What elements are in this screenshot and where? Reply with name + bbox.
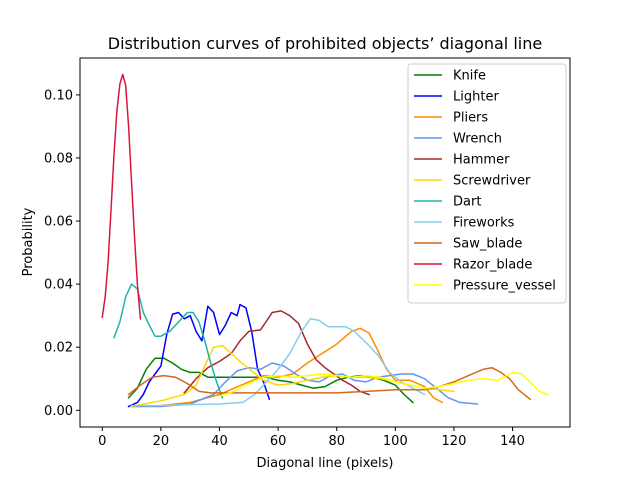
series-line-saw-blade: [127, 366, 532, 401]
y-tick-label: 0.00: [44, 404, 73, 419]
x-axis: 0 20 40 60 80 100 120 140: [98, 427, 525, 449]
legend-label-hammer: Hammer: [453, 153, 510, 168]
x-tick-label: 40: [211, 434, 228, 449]
legend-label-wrench: Wrench: [453, 132, 502, 147]
legend-label-dart: Dart: [453, 195, 481, 210]
series-line-dart: [113, 283, 224, 399]
legend: Knife Lighter Pliers Wrench Hammer Screwdrive…: [407, 63, 567, 304]
y-tick-label: 0.10: [44, 88, 73, 103]
y-tick-label: 0.06: [44, 215, 73, 230]
y-axis: 0.00 0.02 0.04 0.06 0.08 0.10: [44, 88, 80, 419]
legend-label-pliers: Pliers: [453, 111, 488, 126]
y-tick-label: 0.08: [44, 151, 73, 166]
series-line-pliers: [130, 327, 444, 408]
y-tick-label: 0.02: [44, 341, 73, 356]
series-line-razor-blade: [101, 73, 142, 320]
legend-label-saw-blade: Saw_blade: [453, 237, 522, 252]
legend-label-fireworks: Fireworks: [453, 216, 515, 231]
legend-label-lighter: Lighter: [453, 90, 499, 105]
series-line-lighter: [127, 303, 271, 408]
legend-label-pressure-vessel: Pressure_vessel: [453, 279, 556, 294]
x-tick-label: 100: [383, 434, 408, 449]
legend-label-razor-blade: Razor_blade: [453, 258, 532, 273]
y-axis-label: Probability: [21, 207, 36, 276]
x-tick-label: 60: [270, 434, 287, 449]
x-tick-label: 0: [98, 434, 106, 449]
x-tick-label: 20: [153, 434, 170, 449]
x-tick-label: 80: [328, 434, 345, 449]
x-tick-label: 120: [442, 434, 467, 449]
chart-title: Distribution curves of prohibited object…: [108, 34, 542, 53]
series-line-pressure-vessel: [218, 371, 549, 398]
legend-box: [407, 63, 567, 304]
x-axis-label: Diagonal line (pixels): [256, 456, 393, 471]
y-tick-label: 0.04: [44, 278, 73, 293]
series-line-wrench: [130, 362, 479, 408]
series-line-hammer: [183, 310, 370, 396]
plot-lines: [101, 73, 549, 408]
series-line-fireworks: [130, 318, 426, 407]
x-tick-label: 140: [500, 434, 525, 449]
legend-label-knife: Knife: [453, 69, 486, 84]
legend-label-screwdriver: Screwdriver: [453, 174, 531, 189]
plot-frame: [79, 57, 571, 428]
